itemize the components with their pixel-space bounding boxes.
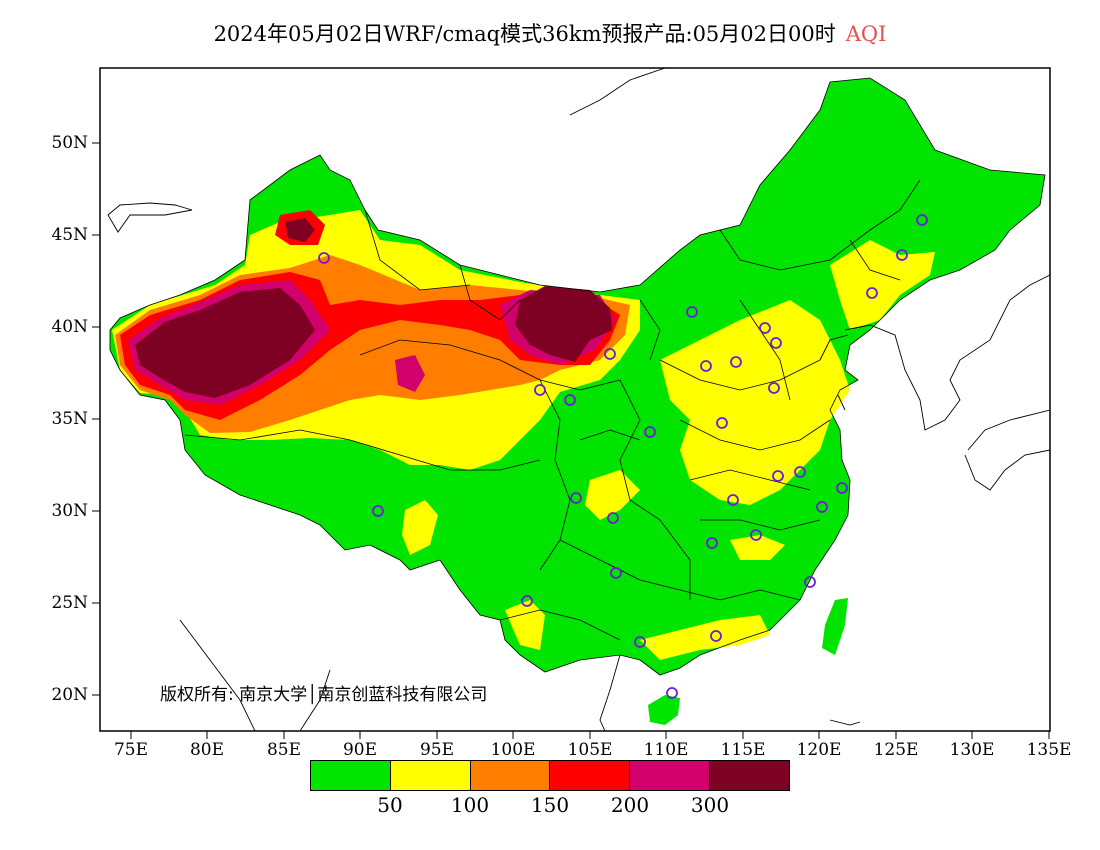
map-content [107,68,1050,731]
lat-tick-label: 25N [51,593,88,613]
lon-tick-label: 125E [873,740,919,760]
hainan-island [648,695,680,725]
legend-swatch-yellow [390,761,471,790]
legend-threshold-label: 100 [450,793,490,817]
lat-tick-label: 20N [51,685,88,705]
purple-circle-icon [768,382,780,394]
lat-tick-label: 30N [51,501,88,521]
aqi-zone-yellow-central [585,470,640,520]
lon-tick-label: 110E [643,740,689,760]
legend-threshold-label: 150 [530,793,570,817]
taiwan-island [822,598,848,655]
purple-circle-icon [710,630,722,642]
aqi-zone-darkred-badain [515,286,612,362]
purple-circle-icon [604,348,616,360]
lon-tick-label: 105E [567,740,613,760]
purple-circle-icon [570,492,582,504]
aqi-zone-yellow-south [505,600,545,650]
purple-circle-icon [644,426,656,438]
lon-tick-label: 135E [1026,740,1072,760]
legend-swatch-red [550,761,631,790]
aqi-zone-yellow-northeast [830,240,935,330]
aqi-zone-yellow-north-china [660,300,850,505]
purple-circle-icon [730,356,742,368]
purple-circle-icon [372,505,384,517]
purple-circle-icon [804,576,816,588]
purple-circle-icon [896,249,908,261]
coastlines [107,68,1050,731]
lat-tick-label: 40N [51,317,88,337]
lon-tick-label: 120E [796,740,842,760]
purple-circle-icon [564,394,576,406]
lat-tick-label: 50N [51,133,88,153]
aqi-legend-bar [310,760,790,791]
aqi-zone-yellow-jiangnan [730,535,785,560]
purple-circle-icon [706,537,718,549]
axis-ticks [92,142,1050,739]
purple-circle-icon [700,360,712,372]
aqi-zone-darkred-north [285,218,315,242]
purple-circle-icon [727,494,739,506]
legend-threshold-label: 50 [377,793,403,817]
purple-circle-icon [686,306,698,318]
lat-tick-label: 45N [51,225,88,245]
lon-tick-label: 115E [720,740,766,760]
copyright-text: 版权所有: 南京大学│南京创蓝科技有限公司 [160,685,488,705]
purple-circle-icon [634,636,646,648]
legend-swatch-magenta [630,761,711,790]
purple-circle-icon [750,529,762,541]
lon-tick-label: 75E [113,740,149,760]
monitoring-stations [318,214,928,699]
map-frame [99,67,1051,732]
aqi-zone-magenta-qaidam [395,355,425,392]
legend-threshold-label: 300 [690,793,730,817]
purple-circle-icon [607,512,619,524]
legend-swatch-green [311,761,391,790]
purple-circle-icon [666,687,678,699]
purple-circle-icon [521,595,533,607]
aqi-zone-yellow-tibet [402,500,438,555]
title-variable: AQI [845,22,887,46]
legend-swatch-darkred [710,761,789,790]
purple-circle-icon [794,466,806,478]
lon-tick-label: 85E [266,740,302,760]
lon-tick-label: 90E [342,740,378,760]
purple-circle-icon [318,252,330,264]
lon-tick-label: 130E [949,740,995,760]
legend-threshold-label: 200 [610,793,650,817]
lat-tick-label: 35N [51,409,88,429]
purple-circle-icon [759,322,771,334]
province-boundaries [109,77,1046,676]
legend-swatch-orange [470,761,551,790]
purple-circle-icon [716,417,728,429]
purple-circle-icon [836,482,848,494]
purple-circle-icon [916,214,928,226]
lon-tick-label: 80E [189,740,225,760]
purple-circle-icon [816,501,828,513]
map-title: 2024年05月02日WRF/cmaq模式36km预报产品:05月02日00时 A… [0,18,1100,48]
purple-circle-icon [772,470,784,482]
aqi-zone-yellow-guangdong [640,615,770,660]
aqi-zone-darkred-tarim [135,288,315,398]
purple-circle-icon [610,567,622,579]
lon-tick-label: 100E [490,740,536,760]
title-main: 2024年05月02日WRF/cmaq模式36km预报产品:05月02日00时 [213,22,836,46]
lon-tick-label: 95E [419,740,455,760]
purple-circle-icon [534,384,546,396]
purple-circle-icon [770,337,782,349]
purple-circle-icon [866,287,878,299]
